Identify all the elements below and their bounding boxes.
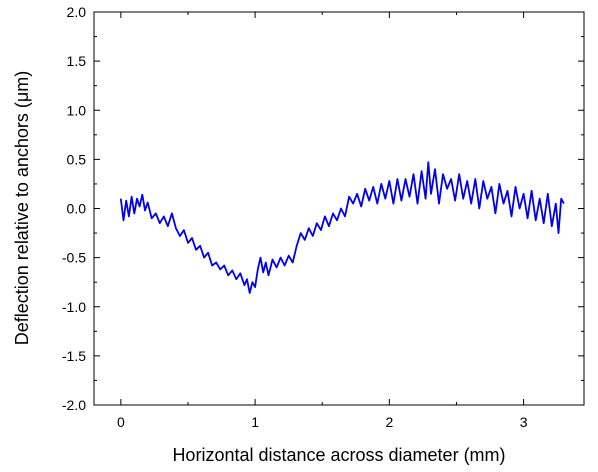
y-tick-label: 1.5 (67, 53, 87, 69)
x-tick-label: 1 (251, 414, 259, 430)
x-tick-label: 3 (520, 414, 528, 430)
x-tick-label: 0 (117, 414, 125, 430)
y-tick-label: 0.0 (67, 201, 87, 217)
y-tick-label: 1.0 (67, 102, 87, 118)
x-axis-title: Horizontal distance across diameter (mm) (172, 445, 505, 465)
y-tick-label: 0.5 (67, 151, 87, 167)
x-tick-label: 2 (385, 414, 393, 430)
series-line (119, 161, 565, 294)
tick-marks (94, 11, 584, 406)
tick-labels: 0 1 2 3 -2.0 -1.5 -1.0 -0.5 0.0 0.5 1.0 1.5 2.0 (62, 4, 528, 430)
y-tick-label: -0.5 (62, 250, 86, 266)
y-axis-title: Deflection relative to anchors (μm) (12, 71, 32, 345)
y-tick-label: -1.0 (62, 299, 86, 315)
y-tick-label: -1.5 (62, 348, 86, 364)
y-tick-label: 2.0 (67, 4, 87, 20)
y-tick-label: -2.0 (62, 397, 86, 413)
